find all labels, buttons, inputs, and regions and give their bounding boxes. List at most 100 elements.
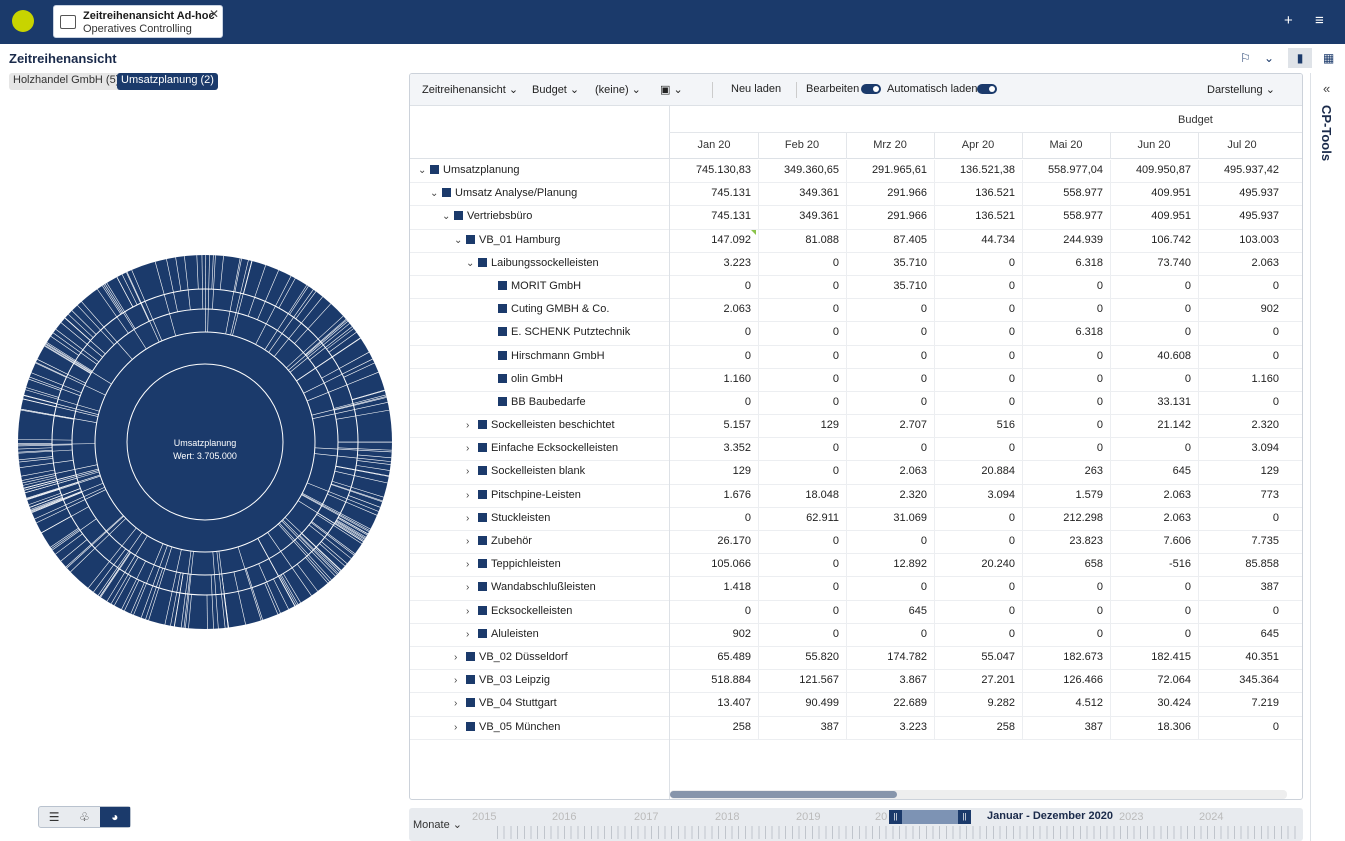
value-cell[interactable]: 349.361 (799, 210, 839, 223)
value-cell[interactable]: 0 (1008, 326, 1015, 339)
value-cell[interactable]: 0 (1008, 442, 1015, 455)
value-cell[interactable]: 20.240 (981, 558, 1015, 571)
value-cell[interactable]: 103.003 (1239, 233, 1279, 246)
value-cell[interactable]: 645 (908, 604, 927, 617)
value-cell[interactable]: 65.489 (717, 650, 751, 663)
value-cell[interactable]: 516 (996, 419, 1015, 432)
value-cell[interactable]: 645 (1260, 627, 1279, 640)
value-cell[interactable]: 745.131 (711, 187, 751, 200)
table-row[interactable]: › VB_05 München 258 387 3.223 258 387 18.306 0 (410, 717, 1302, 740)
value-cell[interactable]: 263 (1084, 465, 1103, 478)
chevron-down-icon[interactable]: ⌄ (1264, 51, 1275, 65)
expand-chevron-icon[interactable]: › (466, 489, 470, 501)
expand-chevron-icon[interactable]: › (454, 721, 458, 733)
expand-chevron-icon[interactable]: ⌄ (418, 165, 427, 176)
value-cell[interactable]: 291.966 (887, 210, 927, 223)
table-row[interactable]: ⌄ Laibungssockelleisten 3.223 0 35.710 0 6.318… (410, 253, 1302, 276)
value-cell[interactable]: 0 (1272, 279, 1279, 292)
value-cell[interactable]: 0 (1184, 303, 1191, 316)
value-cell[interactable]: 518.884 (711, 674, 751, 687)
value-cell[interactable]: 0 (920, 581, 927, 594)
list-view-icon[interactable]: ☰ (48, 810, 60, 824)
value-cell[interactable]: 0 (832, 581, 839, 594)
expand-chevron-icon[interactable]: › (466, 512, 470, 524)
value-cell[interactable]: 147.092 (711, 233, 751, 246)
value-cell[interactable]: 0 (1184, 442, 1191, 455)
value-cell[interactable]: 7.219 (1251, 697, 1279, 710)
table-row[interactable]: › Einfache Ecksockelleisten 3.352 0 0 0 0 0 3.09… (410, 438, 1302, 462)
value-cell[interactable]: 244.939 (1063, 233, 1103, 246)
value-cell[interactable]: 3.352 (723, 442, 751, 455)
value-cell[interactable]: 26.170 (717, 535, 751, 547)
value-cell[interactable]: 40.608 (1157, 349, 1191, 362)
value-cell[interactable]: 0 (1008, 395, 1015, 408)
value-cell[interactable]: 0 (1008, 279, 1015, 292)
value-cell[interactable]: 0 (1184, 581, 1191, 594)
value-cell[interactable]: 0 (1096, 442, 1103, 455)
document-tab[interactable]: Zeitreihenansicht Ad-hoc Operatives Cont… (53, 5, 223, 38)
value-cell[interactable]: 558.977 (1063, 210, 1103, 223)
table-row[interactable]: › VB_04 Stuttgart 13.407 90.499 22.689 9.282 4… (410, 693, 1302, 717)
value-cell[interactable]: 129 (1260, 465, 1279, 478)
value-cell[interactable]: 0 (744, 349, 751, 362)
value-cell[interactable]: 0 (1184, 326, 1191, 339)
value-cell[interactable]: 35.710 (893, 279, 927, 292)
value-cell[interactable]: 0 (832, 349, 839, 362)
sunburst-chart[interactable]: Umsatzplanung Wert: 3.705.000 (17, 254, 393, 630)
value-cell[interactable]: 0 (744, 511, 751, 524)
value-cell[interactable]: 0 (1272, 326, 1279, 339)
calculator-icon[interactable]: ▦ (1323, 51, 1335, 65)
reload-button[interactable]: Neu laden (731, 83, 782, 95)
value-cell[interactable]: 745.130,83 (695, 164, 751, 176)
table-row[interactable]: ⌄ Umsatz Analyse/Planung 745.131 349.361 291… (410, 183, 1302, 207)
value-cell[interactable]: 0 (920, 442, 927, 455)
value-cell[interactable]: 0 (1096, 395, 1103, 408)
value-cell[interactable]: 0 (1096, 372, 1103, 385)
value-cell[interactable]: 31.069 (893, 511, 927, 524)
value-cell[interactable]: 387 (820, 720, 839, 733)
value-cell[interactable]: 0 (1184, 627, 1191, 640)
value-cell[interactable]: 62.911 (806, 511, 839, 524)
value-cell[interactable]: 0 (832, 465, 839, 478)
value-cell[interactable]: 85.858 (1245, 558, 1279, 571)
table-row[interactable]: Hirschmann GmbH 0 0 0 0 0 40.608 0 (410, 346, 1302, 369)
value-cell[interactable]: 9.282 (987, 697, 1015, 710)
value-cell[interactable]: 258 (996, 720, 1015, 733)
expand-chevron-icon[interactable]: › (466, 605, 470, 617)
value-cell[interactable]: -516 (1168, 558, 1191, 571)
value-cell[interactable]: 90.499 (805, 697, 839, 710)
value-cell[interactable]: 645 (1172, 465, 1191, 478)
value-cell[interactable]: 13.407 (717, 697, 751, 710)
value-cell[interactable]: 44.734 (981, 233, 1015, 246)
value-cell[interactable]: 0 (832, 279, 839, 292)
close-tab-icon[interactable]: ✕ (209, 7, 220, 21)
value-cell[interactable]: 495.937,42 (1223, 164, 1279, 176)
value-cell[interactable]: 0 (920, 349, 927, 362)
value-cell[interactable]: 21.142 (1157, 419, 1191, 432)
expand-chevron-icon[interactable]: ⌄ (442, 211, 451, 223)
value-cell[interactable]: 1.418 (723, 581, 751, 594)
table-row[interactable]: › Pitschpine-Leisten 1.676 18.048 2.320 3.094… (410, 485, 1302, 508)
value-cell[interactable]: 0 (744, 279, 751, 292)
value-cell[interactable]: 0 (1096, 419, 1103, 432)
value-cell[interactable]: 387 (1260, 581, 1279, 594)
value-cell[interactable]: 72.064 (1157, 674, 1191, 687)
value-cell[interactable]: 0 (744, 395, 751, 408)
value-cell[interactable]: 0 (1008, 627, 1015, 640)
value-cell[interactable]: 0 (832, 627, 839, 640)
value-cell[interactable]: 558.977,04 (1047, 164, 1103, 176)
table-row[interactable]: ⌄ Vertriebsbüro 745.131 349.361 291.966 136.5… (410, 206, 1302, 230)
value-cell[interactable]: 121.567 (799, 674, 839, 687)
double-chevron-left-icon[interactable]: « (1323, 81, 1331, 96)
value-cell[interactable]: 20.884 (981, 465, 1015, 478)
value-cell[interactable]: 2.063 (723, 303, 751, 316)
value-cell[interactable]: 6.318 (1075, 326, 1103, 339)
value-cell[interactable]: 0 (1096, 279, 1103, 292)
value-cell[interactable]: 0 (1272, 395, 1279, 408)
value-cell[interactable]: 0 (832, 558, 839, 571)
table-row[interactable]: › Aluleisten 902 0 0 0 0 0 645 (410, 624, 1302, 647)
value-cell[interactable]: 0 (920, 372, 927, 385)
expand-chevron-icon[interactable]: › (454, 651, 458, 663)
keine-dropdown[interactable]: (keine) ⌄ (595, 84, 641, 96)
value-cell[interactable]: 902 (732, 627, 751, 640)
